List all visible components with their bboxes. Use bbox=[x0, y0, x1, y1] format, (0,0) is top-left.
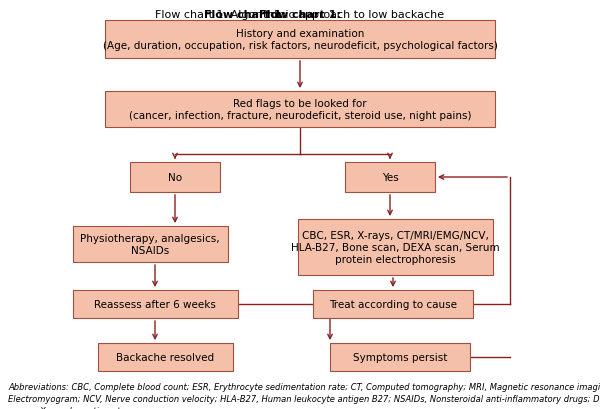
FancyBboxPatch shape bbox=[105, 21, 495, 59]
FancyBboxPatch shape bbox=[345, 163, 435, 193]
Text: Flow chart 1: Algorithmic approach to low backache: Flow chart 1: Algorithmic approach to lo… bbox=[155, 10, 445, 20]
Text: Flow chart 1:: Flow chart 1: bbox=[203, 10, 286, 20]
FancyBboxPatch shape bbox=[130, 163, 220, 193]
Text: No: No bbox=[168, 173, 182, 182]
FancyBboxPatch shape bbox=[73, 227, 227, 262]
Text: Reassess after 6 weeks: Reassess after 6 weeks bbox=[94, 299, 216, 309]
Text: Physiotherapy, analgesics,
NSAIDs: Physiotherapy, analgesics, NSAIDs bbox=[80, 234, 220, 255]
FancyBboxPatch shape bbox=[73, 290, 238, 318]
Text: Treat according to cause: Treat according to cause bbox=[329, 299, 457, 309]
FancyBboxPatch shape bbox=[105, 92, 495, 128]
FancyBboxPatch shape bbox=[313, 290, 473, 318]
Text: Backache resolved: Backache resolved bbox=[116, 352, 214, 362]
Text: Abbreviations: CBC, Complete blood count; ESR, Erythrocyte sedimentation rate; C: Abbreviations: CBC, Complete blood count… bbox=[8, 382, 600, 409]
Text: Red flags to be looked for
(cancer, infection, fracture, neurodeficit, steroid u: Red flags to be looked for (cancer, infe… bbox=[129, 99, 471, 121]
Text: Yes: Yes bbox=[382, 173, 398, 182]
FancyBboxPatch shape bbox=[97, 343, 233, 371]
Text: History and examination
(Age, duration, occupation, risk factors, neurodeficit, : History and examination (Age, duration, … bbox=[103, 29, 497, 51]
Text: Symptoms persist: Symptoms persist bbox=[353, 352, 447, 362]
FancyBboxPatch shape bbox=[330, 343, 470, 371]
FancyBboxPatch shape bbox=[298, 220, 493, 275]
Text: CBC, ESR, X-rays, CT/MRI/EMG/NCV,
HLA-B27, Bone scan, DEXA scan, Serum
protein e: CBC, ESR, X-rays, CT/MRI/EMG/NCV, HLA-B2… bbox=[290, 231, 499, 264]
Text: Flow chart 1:: Flow chart 1: bbox=[259, 10, 341, 20]
